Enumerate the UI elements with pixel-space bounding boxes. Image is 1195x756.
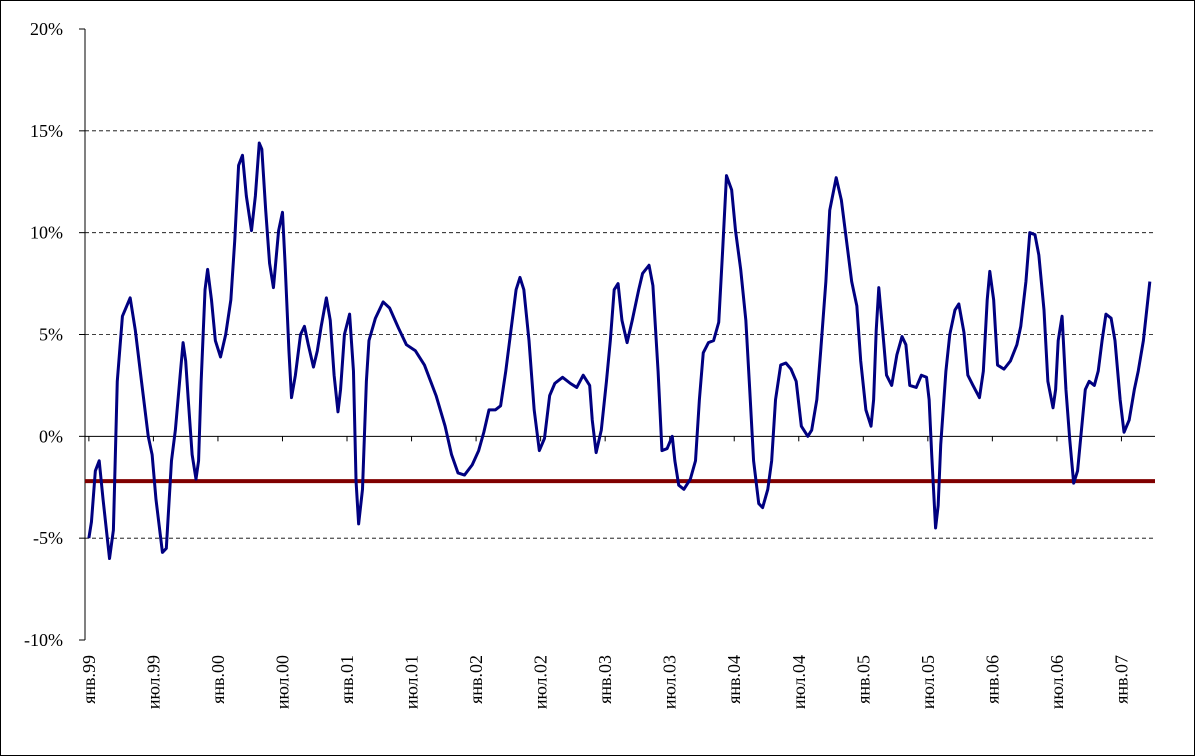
- y-tick-label: 0%: [39, 426, 63, 446]
- x-tick-label: янв.06: [982, 655, 1002, 704]
- x-tick-label: июл.01: [402, 655, 422, 709]
- x-tick-label: июл.03: [660, 655, 680, 709]
- y-tick-label: 5%: [39, 325, 63, 345]
- x-tick-label: янв.99: [79, 655, 99, 704]
- y-tick-label: 20%: [30, 19, 63, 39]
- y-tick-label: 10%: [30, 223, 63, 243]
- x-tick-label: янв.02: [466, 655, 486, 704]
- x-tick-label: июл.02: [531, 655, 551, 709]
- x-tick-label: июл.99: [143, 655, 163, 709]
- x-tick-label: июл.00: [272, 655, 292, 709]
- x-tick-label: янв.04: [724, 655, 744, 704]
- y-tick-label: 15%: [30, 121, 63, 141]
- y-tick-label: -10%: [24, 630, 63, 650]
- x-tick-label: янв.03: [595, 655, 615, 704]
- y-tick-label: -5%: [33, 528, 63, 548]
- x-tick-label: июл.05: [918, 655, 938, 709]
- x-tick-label: янв.07: [1111, 655, 1131, 704]
- x-tick-label: июл.04: [789, 655, 809, 709]
- x-tick-label: янв.00: [208, 655, 228, 704]
- series-line: [87, 141, 1152, 561]
- x-tick-label: июл.06: [1047, 655, 1067, 709]
- x-tick-label: янв.05: [853, 655, 873, 704]
- x-tick-label: янв.01: [337, 655, 357, 704]
